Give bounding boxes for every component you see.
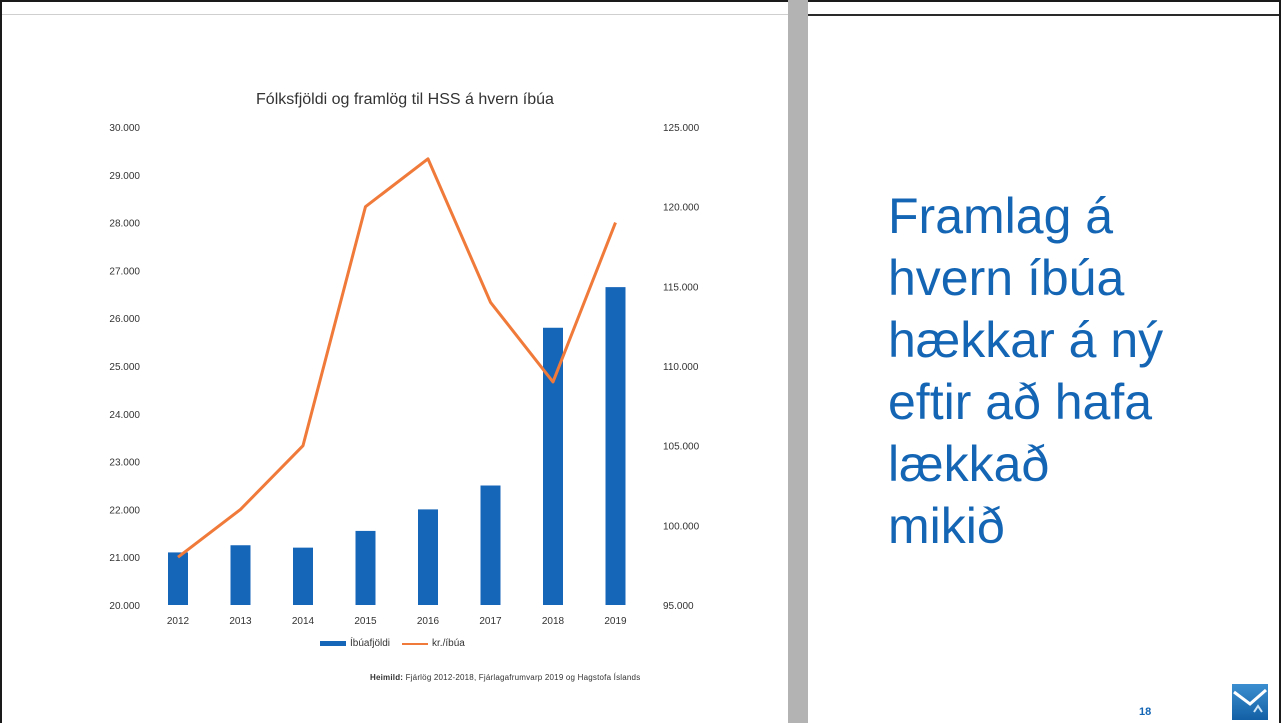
x-tick-label: 2015 [354, 616, 377, 627]
y-right-tick-label: 105.000 [663, 442, 700, 453]
source-label: Heimild: [370, 673, 403, 682]
x-tick-label: 2018 [542, 616, 565, 627]
bar-ibuafjoldi-2012 [168, 552, 188, 605]
y-left-tick-label: 29.000 [109, 171, 140, 182]
y-left-tick-label: 23.000 [109, 458, 140, 469]
page-number: 18 [1139, 706, 1151, 718]
page-divider [788, 0, 808, 723]
x-tick-label: 2019 [604, 616, 627, 627]
x-tick-label: 2016 [417, 616, 440, 627]
logo-mark [1232, 684, 1268, 720]
headline-line: hækkar á ný [888, 309, 1258, 371]
y-right-tick-label: 120.000 [663, 203, 700, 214]
y-right-tick-label: 95.000 [663, 601, 694, 612]
headline-line: mikið [888, 495, 1258, 557]
x-tick-label: 2014 [292, 616, 315, 627]
bar-ibuafjoldi-2017 [481, 486, 501, 606]
y-right-tick-label: 100.000 [663, 521, 700, 532]
headline-line: hvern íbúa [888, 247, 1258, 309]
bar-ibuafjoldi-2013 [231, 545, 251, 605]
source-note: Heimild: Fjárlög 2012-2018, Fjárlagafrum… [370, 673, 640, 682]
y-left-tick-label: 25.000 [109, 362, 140, 373]
chart-legend: Íbúafjöldi kr./íbúa [320, 638, 465, 649]
y-right-tick-label: 110.000 [663, 362, 699, 373]
legend-label-kr-ibua: kr./íbúa [432, 638, 465, 649]
bar-ibuafjoldi-2016 [418, 509, 438, 605]
y-right-tick-label: 125.000 [663, 123, 700, 134]
y-left-tick-label: 21.000 [109, 553, 140, 564]
y-left-tick-label: 22.000 [109, 505, 140, 516]
slide-headline: Framlag á hvern íbúa hækkar á ný eftir a… [888, 185, 1258, 557]
y-left-tick-label: 20.000 [109, 601, 140, 612]
x-tick-label: 2017 [479, 616, 502, 627]
y-left-tick-label: 24.000 [109, 410, 140, 421]
y-right-tick-label: 115.000 [663, 282, 699, 293]
bar-ibuafjoldi-2019 [606, 287, 626, 605]
bar-ibuafjoldi-2014 [293, 548, 313, 605]
headline-line: lækkað [888, 433, 1258, 495]
x-tick-label: 2012 [167, 616, 190, 627]
y-left-tick-label: 27.000 [109, 266, 140, 277]
bar-ibuafjoldi-2015 [356, 531, 376, 605]
legend-label-ibuafjoldi: Íbúafjöldi [350, 638, 390, 649]
headline-line: eftir að hafa [888, 371, 1258, 433]
legend-swatch-bar [320, 641, 346, 646]
legend-swatch-line [402, 643, 428, 645]
y-left-tick-label: 26.000 [109, 314, 140, 325]
combo-chart: 20.000 21.000 22.000 23.000 24.000 25.000 26.0… [0, 0, 780, 660]
source-text: Fjárlög 2012-2018, Fjárlagafrumvarp 2019… [406, 673, 641, 682]
bar-ibuafjoldi-2018 [543, 328, 563, 605]
headline-line: Framlag á [888, 185, 1258, 247]
x-tick-label: 2013 [229, 616, 252, 627]
logo-icon [1232, 684, 1268, 720]
y-left-tick-label: 28.000 [109, 219, 140, 230]
y-left-tick-label: 30.000 [109, 123, 140, 134]
right-top-rule [808, 14, 1279, 16]
